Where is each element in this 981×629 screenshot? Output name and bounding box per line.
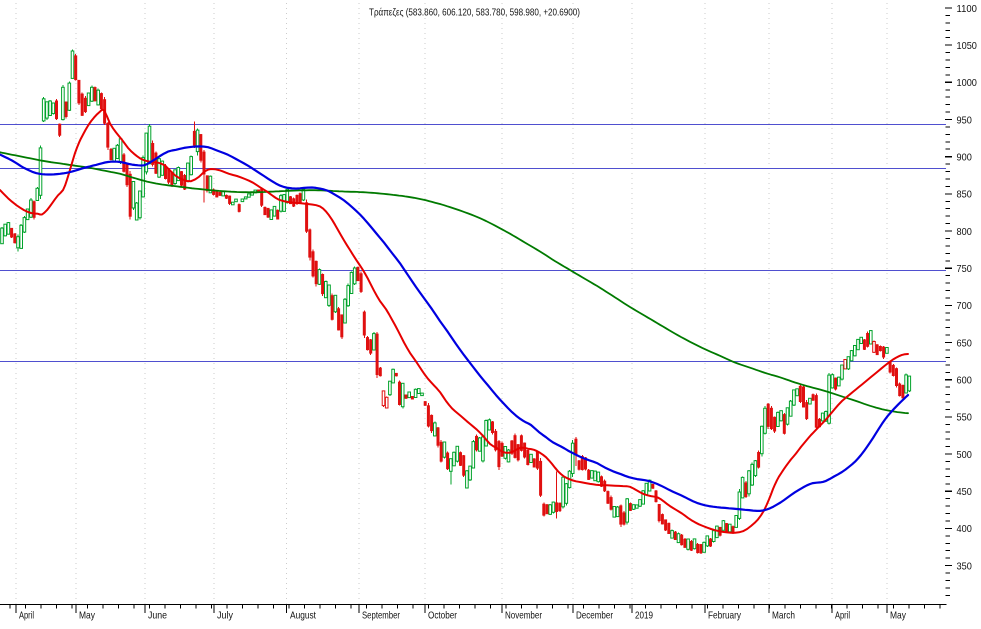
svg-text:750: 750 [957, 263, 972, 275]
svg-text:1100: 1100 [957, 3, 978, 15]
svg-text:May: May [890, 610, 907, 622]
svg-text:December: December [576, 610, 613, 622]
svg-text:2019: 2019 [635, 610, 653, 622]
svg-text:1050: 1050 [957, 40, 978, 52]
svg-text:550: 550 [957, 412, 972, 424]
svg-text:May: May [79, 610, 96, 622]
svg-text:400: 400 [957, 523, 972, 535]
svg-text:450: 450 [957, 486, 972, 498]
svg-text:November: November [505, 610, 542, 622]
svg-text:500: 500 [957, 449, 972, 461]
svg-text:950: 950 [957, 114, 972, 126]
svg-text:650: 650 [957, 337, 972, 349]
svg-text:350: 350 [957, 560, 972, 572]
svg-text:March: March [772, 610, 795, 622]
svg-text:April: April [835, 610, 850, 622]
svg-text:700: 700 [957, 300, 972, 312]
svg-text:October: October [428, 610, 457, 622]
svg-text:600: 600 [957, 375, 972, 387]
svg-text:900: 900 [957, 152, 972, 164]
svg-text:June: June [148, 610, 167, 622]
svg-text:1000: 1000 [957, 77, 978, 89]
svg-text:July: July [217, 610, 234, 622]
svg-text:February: February [708, 610, 742, 622]
svg-text:850: 850 [957, 189, 972, 201]
svg-text:800: 800 [957, 226, 972, 238]
svg-text:September: September [362, 610, 400, 622]
svg-text:August: August [290, 610, 316, 622]
svg-text:April: April [19, 610, 34, 622]
svg-text:Τράπεζες (583.860, 606.120, 58: Τράπεζες (583.860, 606.120, 583.780, 598… [369, 7, 580, 19]
